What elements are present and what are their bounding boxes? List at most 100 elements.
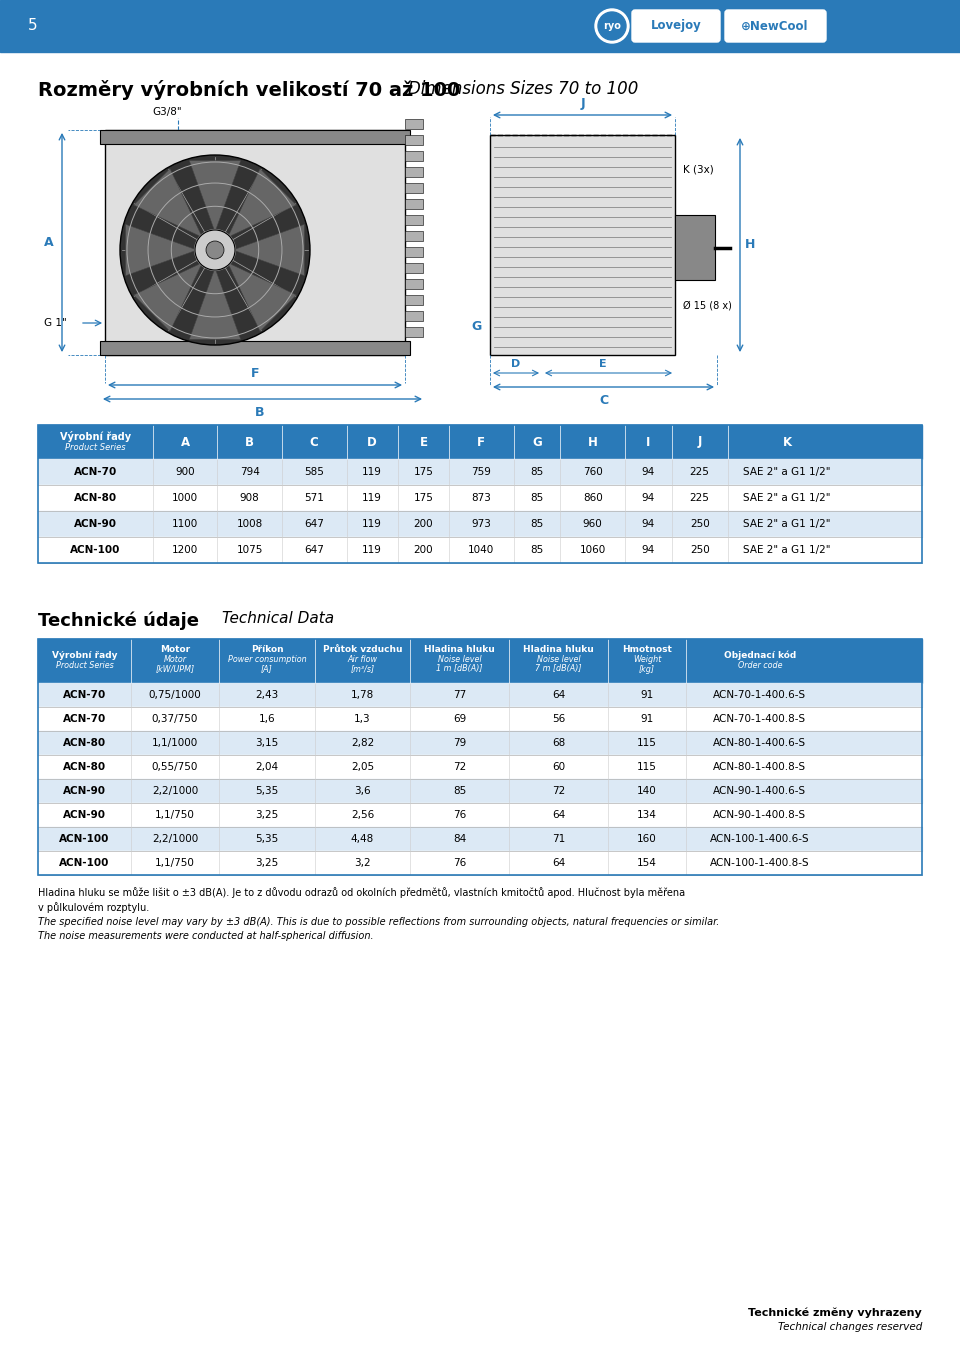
Text: F: F xyxy=(477,435,486,449)
Bar xyxy=(405,135,423,145)
Text: 2,04: 2,04 xyxy=(255,762,278,773)
Text: ryo: ryo xyxy=(603,20,621,31)
Text: 94: 94 xyxy=(642,545,655,556)
Bar xyxy=(405,199,423,209)
Bar xyxy=(405,231,423,242)
Text: SAE 2" a G1 1/2": SAE 2" a G1 1/2" xyxy=(743,493,831,502)
Text: 84: 84 xyxy=(453,834,467,844)
Text: F: F xyxy=(251,367,259,379)
Text: Hladina hluku se může lišit o ±3 dB(A). Je to z důvodu odrazů od okolních předmě: Hladina hluku se může lišit o ±3 dB(A). … xyxy=(38,887,685,913)
Bar xyxy=(490,135,675,355)
Text: [m³/s]: [m³/s] xyxy=(350,665,374,673)
Text: Motor: Motor xyxy=(160,644,190,654)
Text: 115: 115 xyxy=(637,762,657,773)
Text: Noise level: Noise level xyxy=(438,654,482,663)
Text: [kW/UPM]: [kW/UPM] xyxy=(156,665,195,673)
Text: 3,15: 3,15 xyxy=(255,738,278,748)
Text: 0,75/1000: 0,75/1000 xyxy=(149,689,202,700)
Text: 200: 200 xyxy=(414,545,433,556)
Circle shape xyxy=(595,10,629,44)
Text: 2,82: 2,82 xyxy=(350,738,374,748)
Text: 85: 85 xyxy=(530,493,543,502)
Text: Rozměry výrobních velikostí 70 až 100: Rozměry výrobních velikostí 70 až 100 xyxy=(38,81,461,100)
Text: Order code: Order code xyxy=(737,662,782,670)
Bar xyxy=(405,119,423,130)
Text: 0,37/750: 0,37/750 xyxy=(152,714,198,723)
Text: Product Series: Product Series xyxy=(65,442,126,452)
Text: 91: 91 xyxy=(640,689,654,700)
Text: Hladina hluku: Hladina hluku xyxy=(523,644,594,654)
Bar xyxy=(405,311,423,321)
Text: ACN-100: ACN-100 xyxy=(60,859,109,868)
Polygon shape xyxy=(228,262,297,332)
Text: 1008: 1008 xyxy=(236,519,263,530)
Circle shape xyxy=(206,242,224,259)
Text: 79: 79 xyxy=(453,738,467,748)
Text: Dimensions Sizes 70 to 100: Dimensions Sizes 70 to 100 xyxy=(408,81,638,98)
Polygon shape xyxy=(126,224,197,276)
Bar xyxy=(405,328,423,337)
Text: 2,2/1000: 2,2/1000 xyxy=(152,786,198,796)
Polygon shape xyxy=(133,262,203,332)
Text: 200: 200 xyxy=(414,519,433,530)
Text: 119: 119 xyxy=(362,519,382,530)
Text: B: B xyxy=(255,405,265,419)
Text: 5,35: 5,35 xyxy=(255,786,278,796)
Text: 2,43: 2,43 xyxy=(255,689,278,700)
Text: 647: 647 xyxy=(304,519,324,530)
Text: 64: 64 xyxy=(552,689,565,700)
Text: Technické změny vyhrazeny: Technické změny vyhrazeny xyxy=(748,1308,922,1319)
Text: 134: 134 xyxy=(637,809,657,820)
Text: 1060: 1060 xyxy=(580,545,606,556)
FancyBboxPatch shape xyxy=(632,10,720,42)
Text: 72: 72 xyxy=(552,786,565,796)
Text: 85: 85 xyxy=(530,467,543,476)
Text: 7 m [dB(A)]: 7 m [dB(A)] xyxy=(536,665,582,673)
Text: SAE 2" a G1 1/2": SAE 2" a G1 1/2" xyxy=(743,545,831,556)
Text: A: A xyxy=(180,435,190,449)
Text: 175: 175 xyxy=(414,493,433,502)
Text: 3,2: 3,2 xyxy=(354,859,371,868)
Text: E: E xyxy=(420,435,427,449)
Text: Motor: Motor xyxy=(163,654,186,663)
Text: The specified noise level may vary by ±3 dB(A). This is due to possible reflecti: The specified noise level may vary by ±3… xyxy=(38,917,719,940)
Text: J: J xyxy=(580,97,585,111)
Text: ACN-70: ACN-70 xyxy=(62,714,106,723)
Text: E: E xyxy=(599,359,607,369)
Text: 860: 860 xyxy=(583,493,603,502)
Text: 3,25: 3,25 xyxy=(255,859,278,868)
Bar xyxy=(405,247,423,257)
Polygon shape xyxy=(228,169,297,238)
Text: ACN-90-1-400.8-S: ACN-90-1-400.8-S xyxy=(713,809,806,820)
Bar xyxy=(38,850,922,875)
Text: 85: 85 xyxy=(453,786,467,796)
Bar xyxy=(100,341,410,355)
Circle shape xyxy=(598,12,626,40)
Text: 94: 94 xyxy=(642,467,655,476)
Text: ACN-80: ACN-80 xyxy=(62,762,106,773)
Text: ⊕NewCool: ⊕NewCool xyxy=(741,19,808,33)
Text: 94: 94 xyxy=(642,519,655,530)
Text: 973: 973 xyxy=(471,519,492,530)
Text: 94: 94 xyxy=(642,493,655,502)
Text: 794: 794 xyxy=(240,467,259,476)
Text: Hmotnost: Hmotnost xyxy=(622,644,672,654)
Polygon shape xyxy=(133,169,203,238)
Text: 0,55/750: 0,55/750 xyxy=(152,762,198,773)
Text: Objednací kód: Objednací kód xyxy=(724,650,796,659)
Text: 91: 91 xyxy=(640,714,654,723)
Text: ACN-100-1-400.8-S: ACN-100-1-400.8-S xyxy=(710,859,809,868)
Text: D: D xyxy=(368,435,377,449)
Text: Technické údaje: Technické údaje xyxy=(38,612,199,629)
Text: 1000: 1000 xyxy=(172,493,199,502)
Text: D: D xyxy=(512,359,520,369)
Text: 1100: 1100 xyxy=(172,519,199,530)
Text: H: H xyxy=(745,239,756,251)
Bar xyxy=(405,295,423,304)
Text: ACN-100-1-400.6-S: ACN-100-1-400.6-S xyxy=(710,834,809,844)
Bar xyxy=(100,130,410,143)
Text: J: J xyxy=(698,435,702,449)
Text: 1,1/750: 1,1/750 xyxy=(156,859,195,868)
Bar xyxy=(38,511,922,536)
Text: Výrobní řady: Výrobní řady xyxy=(52,651,117,659)
